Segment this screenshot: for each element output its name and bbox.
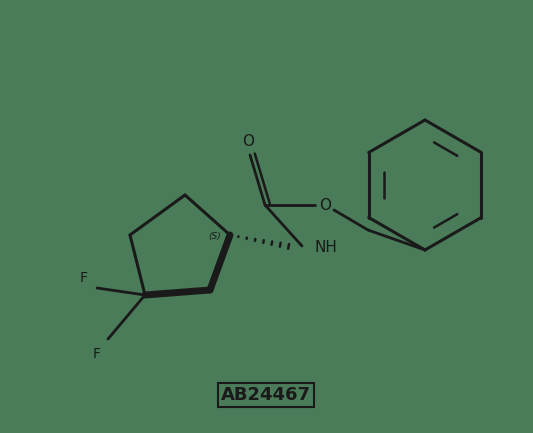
- Text: NH: NH: [315, 240, 338, 255]
- Text: F: F: [93, 347, 101, 361]
- Text: O: O: [242, 135, 254, 149]
- Text: (S): (S): [208, 233, 221, 242]
- Text: F: F: [80, 271, 88, 285]
- Text: AB24467: AB24467: [221, 386, 311, 404]
- Text: O: O: [319, 197, 331, 213]
